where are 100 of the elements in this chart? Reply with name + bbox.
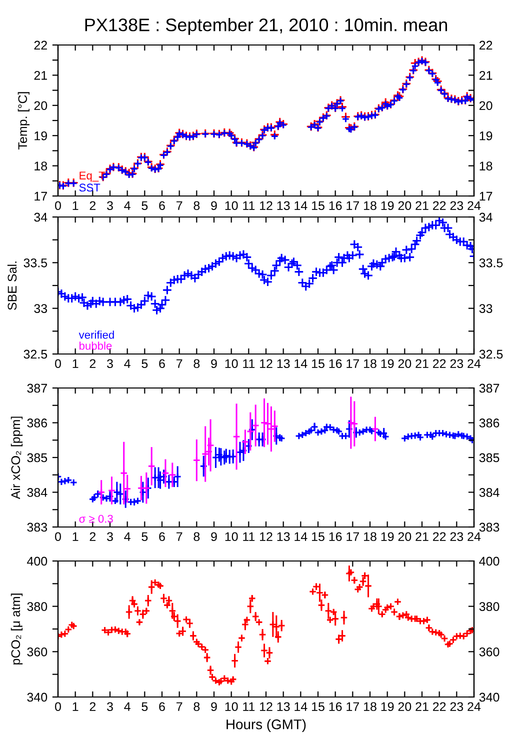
y-tick-label: 19	[34, 131, 47, 140]
y2-tick-label: 340	[479, 692, 500, 702]
x-tick-label: 15	[312, 702, 324, 712]
x-tick-label: 2	[90, 359, 96, 368]
x-tick-label: 7	[176, 532, 182, 541]
x-tick-label: 3	[107, 532, 113, 542]
x-tick-label: 16	[329, 201, 342, 210]
x-tick-label: 17	[346, 532, 359, 541]
x-tick-label: 5	[142, 201, 148, 210]
x-tick-label: 9	[211, 532, 217, 542]
y-tick-label: 22	[34, 40, 47, 50]
x-tick-label: 14	[294, 702, 308, 711]
x-tick-label: 11	[243, 702, 255, 711]
x-tick-label: 17	[346, 201, 359, 210]
x-tick-label: 11	[243, 532, 255, 541]
x-tick-label: 23	[450, 702, 464, 712]
x-tick-label: 16	[329, 532, 342, 542]
x-tick-label: 6	[159, 201, 165, 210]
y2-tick-label: 383	[479, 522, 500, 532]
x-tick-label: 6	[159, 702, 165, 712]
x-tick-label: 24	[468, 201, 481, 210]
x-tick-label: 15	[312, 201, 324, 210]
y2-tick-label: 380	[479, 602, 500, 611]
x-tick-label: 12	[260, 532, 272, 541]
x-tick-label: 20	[398, 532, 412, 542]
x-tick-label: 13	[277, 702, 290, 712]
x-tick-label: 5	[142, 359, 148, 368]
y-tick-label: 33	[34, 304, 48, 313]
y2-tick-label: 384	[479, 488, 500, 497]
x-tick-label: 18	[364, 532, 376, 542]
x-tick-label: 1	[72, 702, 78, 711]
x-tick-label: 22	[433, 201, 446, 210]
y-tick-label: 400	[27, 556, 48, 566]
series-label: σ ≥ 0.3	[79, 514, 113, 523]
x-tick-label: 7	[176, 702, 182, 711]
x-tick-label: 4	[124, 532, 130, 541]
x-tick-label: 8	[194, 532, 200, 542]
x-tick-label: 10	[225, 201, 238, 210]
x-tick-label: 9	[211, 702, 217, 712]
x-tick-label: 20	[398, 201, 412, 210]
y2-tick-label: 19	[480, 131, 492, 140]
x-tick-label: 4	[124, 201, 130, 210]
x-tick-label: 6	[159, 359, 165, 368]
x-tick-label: 7	[176, 201, 182, 210]
x-tick-label: 18	[364, 359, 376, 368]
x-tick-label: 0	[55, 702, 61, 712]
x-tick-label: 11	[243, 201, 255, 210]
y-axis-title: Temp. [°C]	[18, 92, 30, 150]
chart-title: PX138E : September 21, 2010 : 10min. mean	[85, 18, 448, 35]
x-tick-label: 19	[381, 201, 394, 210]
x-tick-label: 24	[468, 532, 481, 541]
x-tick-label: 2	[90, 201, 96, 210]
x-tick-label: 8	[194, 201, 200, 210]
y-tick-label: 32.5	[24, 350, 48, 359]
x-tick-label: 21	[416, 359, 428, 368]
x-tick-label: 14	[294, 532, 308, 541]
x-tick-label: 12	[260, 702, 272, 711]
x-tick-label: 19	[381, 532, 394, 542]
x-tick-label: 17	[346, 702, 359, 711]
x-tick-label: 15	[312, 359, 324, 368]
x-tick-label: 24	[468, 702, 481, 711]
x-tick-label: 24	[468, 359, 481, 368]
x-tick-label: 23	[450, 359, 464, 368]
y2-tick-label: 387	[479, 384, 500, 393]
x-tick-label: 2	[90, 702, 96, 711]
x-tick-label: 2	[90, 532, 96, 541]
y-axis-title: Air xCO₂ [ppm]	[10, 416, 23, 500]
y2-tick-label: 21	[479, 71, 492, 80]
y-tick-label: 384	[27, 488, 48, 497]
y-tick-label: 21	[34, 71, 47, 80]
y2-tick-label: 386	[479, 418, 500, 428]
x-tick-label: 3	[107, 359, 113, 368]
x-tick-label: 14	[294, 359, 308, 368]
x-tick-label: 1	[72, 532, 78, 541]
x-tick-label: 1	[72, 359, 78, 368]
x-tick-label: 13	[277, 201, 290, 210]
x-tick-label: 7	[176, 359, 182, 368]
x-tick-label: 18	[364, 702, 376, 712]
y-tick-label: 34	[34, 212, 48, 222]
x-tick-label: 10	[225, 702, 238, 712]
x-tick-label: 17	[346, 359, 359, 368]
x-tick-label: 20	[398, 359, 412, 368]
x-tick-label: 23	[450, 201, 464, 210]
y-axis-title: SBE Sal.	[7, 262, 17, 310]
x-axis-title: Hours (GMT)	[226, 719, 306, 732]
x-tick-label: 13	[277, 359, 290, 368]
x-tick-label: 9	[211, 201, 217, 210]
x-tick-label: 20	[398, 702, 412, 712]
y2-tick-label: 22	[479, 40, 492, 50]
x-tick-label: 22	[433, 359, 446, 368]
y-tick-label: 385	[27, 453, 48, 462]
x-tick-label: 1	[72, 201, 78, 210]
y-tick-label: 340	[27, 692, 48, 702]
x-tick-label: 0	[55, 532, 61, 542]
y2-tick-label: 20	[479, 101, 492, 110]
y-tick-label: 17	[34, 192, 47, 201]
x-tick-label: 16	[329, 359, 342, 368]
y2-tick-label: 18	[480, 162, 492, 170]
series-label: SST	[79, 184, 100, 192]
x-tick-label: 14	[294, 201, 308, 210]
